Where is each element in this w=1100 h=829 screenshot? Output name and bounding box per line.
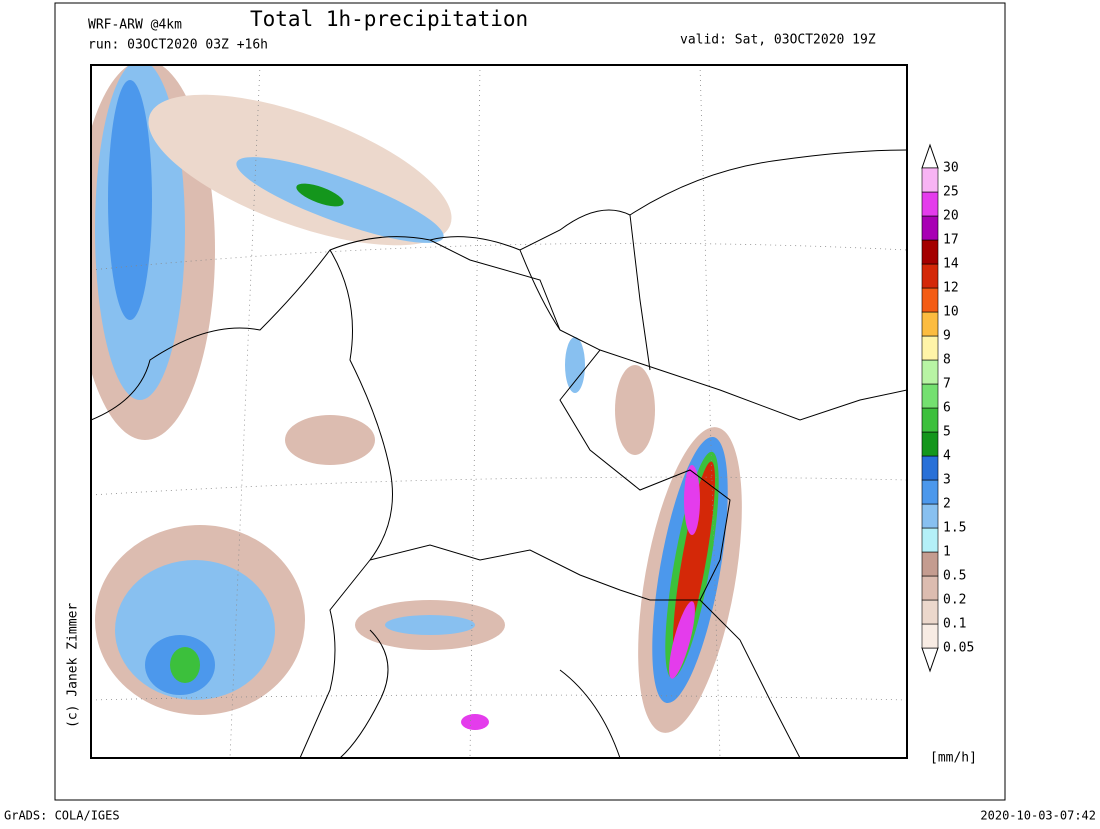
legend-label: 1 xyxy=(943,545,951,560)
legend-label: 9 xyxy=(943,329,951,344)
legend-label: 0.1 xyxy=(943,617,966,632)
legend-label: 4 xyxy=(943,449,951,464)
legend: 0.05 0.1 0.2 0.5 1 1.5 2 3 4 5 6 7 8 9 10 12 14 17 20 25 30 xyxy=(921,143,974,673)
legend-label: 0.2 xyxy=(943,593,966,608)
legend-swatch xyxy=(921,407,939,433)
legend-label: 14 xyxy=(943,257,959,272)
legend-label: 5 xyxy=(943,425,951,440)
legend-label: 12 xyxy=(943,281,959,296)
legend-label: 3 xyxy=(943,473,951,488)
legend-label: 10 xyxy=(943,305,959,320)
footer-right: 2020-10-03-07:42 xyxy=(980,809,1096,823)
legend-swatch xyxy=(921,527,939,553)
legend-swatch xyxy=(921,479,939,505)
legend-swatch xyxy=(921,623,939,649)
legend-swatch xyxy=(921,191,939,217)
legend-label: 2 xyxy=(943,497,951,512)
legend-label: 17 xyxy=(943,233,959,248)
legend-swatch xyxy=(921,287,939,313)
credit: (c) Janek Zimmer xyxy=(66,603,81,728)
legend-swatch xyxy=(921,215,939,241)
legend-label: 20 xyxy=(943,209,959,224)
legend-label: 1.5 xyxy=(943,521,966,536)
legend-swatch xyxy=(921,335,939,361)
legend-swatch xyxy=(921,575,939,601)
run-label: run: 03OCT2020 03Z +16h xyxy=(88,38,268,53)
legend-label: 25 xyxy=(943,185,959,200)
legend-label: 6 xyxy=(943,401,951,416)
valid-label: valid: Sat, 03OCT2020 19Z xyxy=(680,33,876,48)
legend-label: 7 xyxy=(943,377,951,392)
legend-swatch xyxy=(921,383,939,409)
footer-left: GrADS: COLA/IGES xyxy=(4,809,120,823)
legend-swatch xyxy=(921,263,939,289)
legend-swatch xyxy=(921,455,939,481)
title: Total 1h-precipitation xyxy=(250,7,528,31)
map-frame xyxy=(90,64,908,759)
legend-swatch xyxy=(921,359,939,385)
precip-field xyxy=(91,65,742,733)
legend-swatch xyxy=(921,503,939,529)
legend-swatch xyxy=(921,551,939,577)
legend-swatch xyxy=(921,599,939,625)
legend-swatch xyxy=(921,239,939,265)
borders xyxy=(91,65,907,758)
legend-swatch xyxy=(921,431,939,457)
legend-swatch xyxy=(921,167,939,193)
map xyxy=(90,64,908,759)
legend-label: 8 xyxy=(943,353,951,368)
legend-label: 0.05 xyxy=(943,641,974,656)
legend-swatch xyxy=(921,311,939,337)
legend-label: 30 xyxy=(943,161,959,176)
model-label: WRF-ARW @4km xyxy=(88,18,182,33)
legend-label: 0.5 xyxy=(943,569,966,584)
legend-unit: [mm/h] xyxy=(930,751,977,766)
